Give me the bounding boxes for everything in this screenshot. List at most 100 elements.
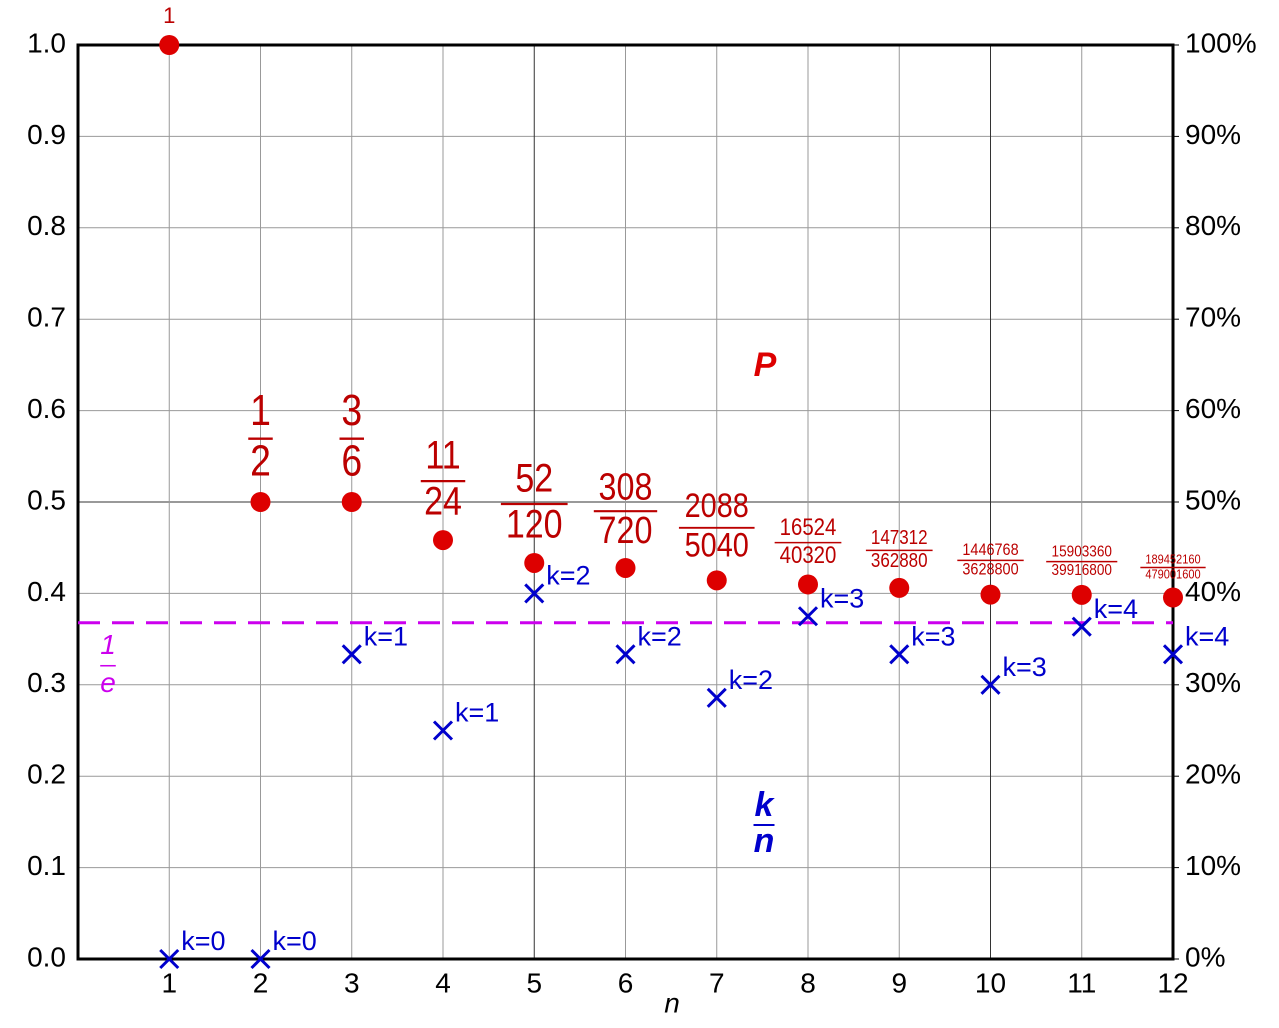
y-tick-label: 0.7	[27, 302, 66, 333]
y-tick-label: 0.8	[27, 210, 66, 241]
fraction-numerator: 308	[599, 466, 653, 508]
point-label: k=3	[911, 621, 955, 651]
fraction-denominator: 362880	[871, 549, 928, 572]
point-label: k=2	[729, 665, 773, 695]
x-tick-label: 10	[975, 967, 1006, 998]
fraction-numerator: 15903360	[1052, 544, 1112, 561]
point	[524, 552, 545, 573]
fraction-denominator: 24	[424, 478, 462, 523]
point	[1071, 616, 1092, 637]
fraction-numerator: 11	[425, 432, 460, 477]
point	[341, 644, 362, 665]
y-tick-label: 0.2	[27, 759, 66, 790]
plot-frame	[76, 43, 1175, 961]
point	[341, 492, 362, 512]
fraction-numerator: 1	[250, 385, 271, 435]
x-tick-label: 9	[891, 967, 907, 998]
x-tick-label: 3	[344, 967, 360, 998]
fraction-numerator: 3	[341, 385, 362, 435]
fraction-numerator: 1	[100, 629, 116, 660]
y2-tick-label: 10%	[1185, 850, 1241, 881]
series-name: P	[754, 346, 777, 384]
point	[706, 687, 727, 708]
point	[159, 948, 180, 970]
y-tick-label: 0.9	[27, 119, 66, 150]
y-tick-label: 1.0	[27, 27, 66, 58]
y2-tick-label: 40%	[1185, 576, 1241, 607]
point	[159, 35, 180, 55]
point	[1071, 584, 1092, 605]
point-label: k=2	[638, 621, 682, 651]
point-label: k=3	[820, 583, 864, 613]
point-label: k=1	[455, 698, 499, 728]
point	[432, 720, 454, 741]
point-label: k=0	[273, 926, 317, 956]
fraction-denominator: n	[754, 822, 775, 860]
point	[889, 644, 910, 665]
point	[1162, 644, 1184, 665]
fraction-numerator: 189452160	[1145, 552, 1201, 567]
fraction-denominator: 39916800	[1052, 562, 1112, 579]
fraction-denominator: e	[100, 667, 116, 698]
point-label: k=2	[546, 561, 590, 591]
fraction-denominator: 40320	[780, 541, 837, 568]
x-tick-label: 11	[1067, 967, 1096, 998]
fraction-denominator: 6	[341, 436, 362, 486]
x-tick-label: 8	[800, 967, 816, 998]
point	[980, 674, 1001, 695]
fraction-numerator: 1446768	[962, 541, 1018, 559]
point	[250, 948, 271, 970]
point	[980, 584, 1001, 605]
fraction-numerator: 147312	[871, 526, 928, 549]
x-tick-label: 1	[161, 967, 177, 998]
y-tick-label: 0.5	[27, 484, 66, 515]
point	[1163, 587, 1183, 608]
point-label: k=3	[1003, 652, 1047, 682]
y-tick-label: 0.6	[27, 393, 66, 424]
x-tick-label: 12	[1157, 967, 1188, 998]
x-tick-label: 7	[709, 967, 725, 998]
y2-tick-label: 60%	[1185, 393, 1241, 424]
y-tick-label: 0.3	[27, 667, 66, 698]
x-tick-label: 6	[618, 967, 634, 998]
point	[524, 583, 545, 604]
point	[433, 530, 453, 551]
y-tick-label: 0.0	[27, 941, 66, 972]
point	[615, 644, 636, 665]
fraction-numerator: 1	[163, 3, 175, 28]
point	[615, 557, 636, 578]
y2-tick-label: 80%	[1185, 210, 1241, 241]
y2-tick-label: 90%	[1185, 119, 1241, 150]
fraction-denominator: 3628800	[962, 561, 1018, 579]
x-axis-label: n	[664, 987, 680, 1018]
y-tick-label: 0.4	[27, 576, 66, 607]
point	[250, 492, 271, 512]
point-label: k=0	[181, 926, 225, 956]
fraction-denominator: 120	[506, 501, 563, 546]
y2-tick-label: 20%	[1185, 759, 1241, 790]
point-label: k=1	[364, 621, 408, 651]
y-tick-label: 0.1	[27, 850, 66, 881]
fraction-numerator: k	[755, 786, 776, 824]
fraction-denominator: 720	[599, 510, 653, 552]
x-tick-label: 2	[253, 967, 269, 998]
x-tick-label: 4	[435, 967, 451, 998]
fraction-denominator: 2	[250, 436, 271, 486]
fraction-numerator: 16524	[780, 514, 837, 541]
point	[706, 570, 727, 591]
y2-tick-label: 50%	[1185, 484, 1241, 515]
fraction-denominator: 479001600	[1145, 567, 1201, 582]
point	[797, 606, 819, 627]
x-tick-label: 5	[526, 967, 542, 998]
y2-tick-label: 70%	[1185, 302, 1241, 333]
point-label: k=4	[1185, 621, 1229, 651]
fraction-numerator: 2088	[685, 486, 749, 525]
fraction-denominator: 5040	[685, 525, 749, 564]
y2-tick-label: 30%	[1185, 667, 1241, 698]
point	[798, 574, 818, 595]
point-label: k=4	[1094, 594, 1138, 624]
y2-tick-label: 100%	[1185, 27, 1257, 58]
y2-tick-label: 0%	[1185, 941, 1225, 972]
point	[889, 577, 910, 598]
